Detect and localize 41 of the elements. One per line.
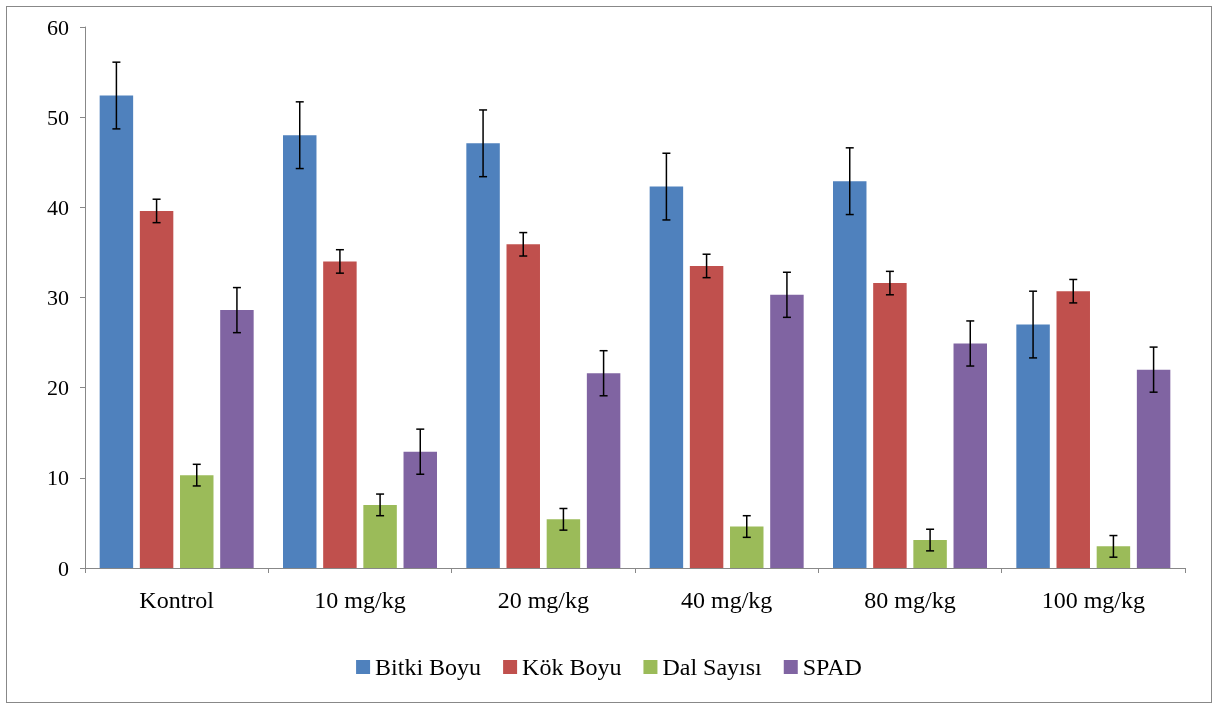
- x-tick-label: 100 mg/kg: [1041, 587, 1146, 613]
- legend-label: Dal Sayısı: [662, 654, 763, 680]
- bar: [953, 343, 987, 568]
- bar: [873, 283, 907, 568]
- bar: [139, 210, 174, 568]
- bar: [689, 265, 724, 568]
- x-tick-label: 10 mg/kg: [314, 587, 406, 613]
- bar: [403, 451, 437, 568]
- legend-label: SPAD: [802, 654, 862, 680]
- x-tick-label: 40 mg/kg: [680, 587, 773, 613]
- bar: [833, 181, 867, 568]
- bar: [1096, 546, 1131, 568]
- bar: [730, 526, 764, 568]
- legend-label: Bitki Boyu: [375, 654, 482, 680]
- y-tick-label: 50: [47, 104, 69, 130]
- legend-label: Kök Boyu: [522, 654, 622, 680]
- bar: [466, 143, 500, 568]
- bar: [1056, 291, 1090, 568]
- y-tick-label: 10: [47, 465, 69, 491]
- bar: [1136, 369, 1171, 568]
- y-tick-label: 60: [47, 14, 69, 40]
- x-tick-label: Kontrol: [139, 587, 215, 613]
- bar: [323, 261, 357, 568]
- y-tick-label: 0: [58, 555, 69, 581]
- y-tick-label: 40: [47, 194, 69, 220]
- y-tick-label: 20: [47, 375, 69, 401]
- y-tick-label: 30: [47, 285, 69, 310]
- bar: [220, 310, 254, 568]
- bar: [586, 373, 621, 568]
- bar: [1016, 324, 1050, 568]
- bar: [506, 244, 540, 568]
- bar: [546, 519, 581, 568]
- x-tick-label: 20 mg/kg: [497, 587, 590, 613]
- bar: [99, 95, 134, 568]
- x-tick-label: 80 mg/kg: [864, 587, 956, 613]
- bar: [363, 504, 397, 568]
- bar: [649, 186, 684, 568]
- bar: [770, 294, 804, 568]
- bar: [180, 475, 214, 568]
- bar: [913, 540, 947, 568]
- bar: [283, 135, 317, 568]
